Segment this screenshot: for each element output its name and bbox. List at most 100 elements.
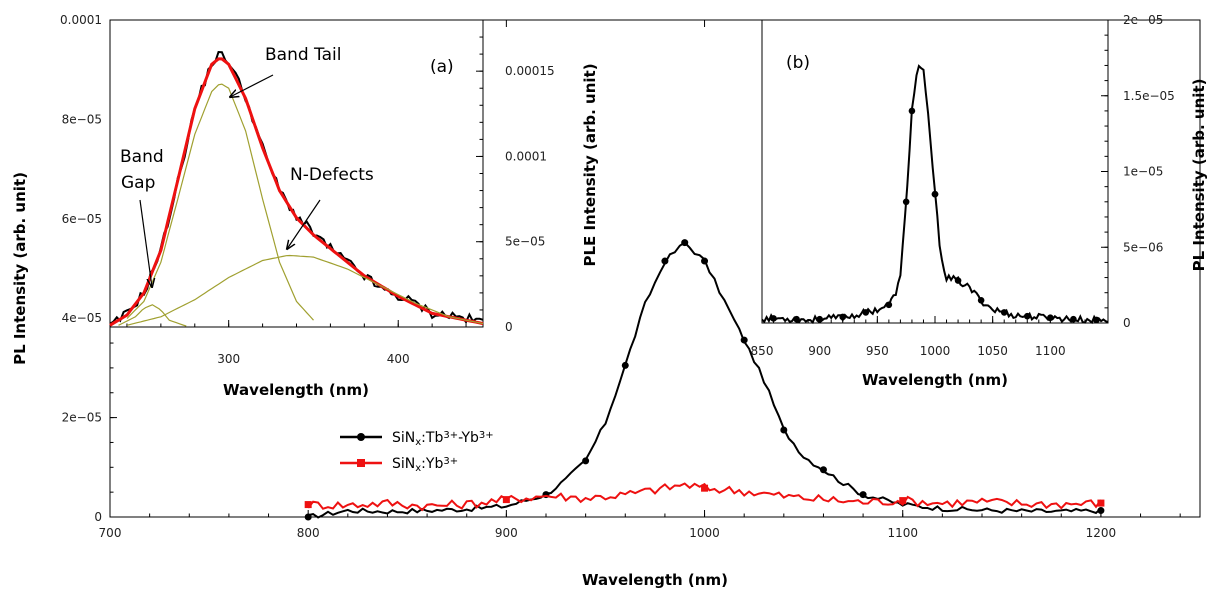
inset-b-series-marker [902, 198, 910, 206]
legend-text-part: -Yb [458, 430, 479, 446]
main-x-tick-label: 1000 [689, 526, 720, 540]
inset-b-series-marker [816, 315, 823, 323]
main-series-marker [304, 501, 312, 509]
main-series-marker [502, 496, 510, 504]
main-x-tick-label: 1100 [887, 526, 918, 540]
inset-a-y-tick-label: 0.00015 [505, 64, 555, 78]
legend-text-part: x [415, 437, 421, 448]
main-x-tick-label: 700 [99, 526, 122, 540]
inset-b-series-marker [1070, 315, 1077, 323]
inset-b-x-tick-label: 1000 [920, 344, 951, 358]
inset-b-x-tick-label: 1100 [1035, 344, 1066, 358]
main-x-tick-label: 900 [495, 526, 518, 540]
inset-b-series-marker [839, 313, 847, 321]
inset-b-series-marker [1093, 316, 1100, 324]
inset-b-series-marker [1047, 314, 1054, 321]
legend-text-part: 3+ [479, 430, 494, 441]
main-series-marker [819, 466, 827, 474]
main-series-marker [740, 336, 748, 344]
main-legend: SiNx:Tb3+-Yb3+SiNx:Yb3+ [340, 430, 494, 474]
inset-b-y-tick-label: 1.5e−05 [1123, 89, 1175, 103]
inset-b-series-marker [793, 315, 800, 323]
inset-a-y-tick-label: 0.0001 [505, 149, 547, 163]
legend-swatch-marker [357, 433, 365, 441]
inset-a-y-tick-label: 0 [505, 320, 513, 334]
legend-entry-label: SiNx:Yb3+ [392, 456, 458, 474]
inset-a-x-tick-label: 300 [217, 352, 240, 366]
inset-a-series-line [126, 83, 314, 321]
inset-a-y-axis-label: PLE Intensity (arb. unit) [581, 63, 599, 266]
inset-a-series-line [118, 304, 187, 327]
annotation-band-gap-line1: Band [120, 147, 164, 167]
inset-a-y-tick-label: 5e−05 [505, 235, 545, 249]
inset-b-series-marker [1000, 309, 1008, 316]
inset-a-series-line [109, 57, 484, 327]
legend-text-part: :Tb [421, 430, 443, 446]
main-plot: 700 800 900 1000 1100 1200 0 2e−05 4e−05 6e−05 8e−… [11, 13, 1201, 589]
inset-a-plot: 300 400 0 5e−05 0.0001 0.00015 Wavelength (nm)… [109, 19, 599, 399]
legend-text-part: SiN [392, 456, 415, 472]
main-series-marker [1097, 507, 1105, 515]
inset-b-x-tick-label: 850 [751, 344, 774, 358]
annotation-band-gap-line2: Gap [121, 173, 155, 193]
main-y-tick-label: 0 [94, 510, 102, 524]
main-series-line [307, 482, 1102, 512]
main-x-tick-label: 800 [297, 526, 320, 540]
main-series-marker [780, 426, 788, 434]
inset-b-x-tick-label: 1050 [977, 344, 1008, 358]
legend-text-part: x [415, 463, 421, 474]
inset-b-panel-label: (b) [786, 53, 810, 73]
legend-entry-label: SiNx:Tb3+-Yb3+ [392, 430, 494, 448]
main-series-marker [304, 513, 312, 521]
inset-a-panel-label: (a) [430, 57, 454, 77]
legend-text-part: SiN [392, 430, 415, 446]
inset-b-y-tick-label: 1e−05 [1123, 165, 1163, 179]
main-series-marker [899, 497, 907, 505]
inset-b-y-tick-label: 5e−06 [1123, 240, 1163, 254]
main-y-tick-label: 0.0001 [60, 13, 102, 27]
main-series-marker [661, 257, 669, 265]
inset-a-x-tick-label: 400 [387, 352, 410, 366]
inset-b-x-tick-label: 900 [808, 344, 831, 358]
inset-b-series-marker [977, 296, 985, 304]
annotation-n-defects: N-Defects [290, 165, 374, 185]
inset-b-x-tick-label: 950 [866, 344, 889, 358]
inset-a-frame [109, 19, 484, 328]
legend-text-part: 3+ [443, 456, 458, 467]
main-y-axis-label: PL Intensity (arb. unit) [11, 172, 29, 365]
main-y-tick-label: 8e−05 [62, 112, 102, 126]
main-y-tick-label: 2e−05 [62, 411, 102, 425]
inset-b-series-marker [770, 315, 777, 322]
inset-b-series-marker [931, 190, 939, 198]
inset-b-y-axis-label: PL Intensity (arb. unit) [1190, 79, 1208, 272]
legend-text-part: :Yb [421, 456, 443, 472]
band-tail-arrow [230, 74, 274, 97]
inset-b-frame [761, 19, 1109, 324]
inset-b-series-marker [954, 277, 962, 284]
main-series-marker [621, 361, 629, 369]
main-y-tick-label: 4e−05 [62, 311, 102, 325]
legend-text-part: 3+ [443, 430, 458, 441]
inset-b-series-marker [1023, 312, 1031, 320]
inset-b-x-axis-label: Wavelength (nm) [862, 371, 1008, 389]
main-series-marker [859, 491, 867, 499]
inset-b-series-marker [885, 301, 893, 309]
inset-b-y-tick-label: 0 [1123, 316, 1131, 330]
main-series-marker [681, 239, 689, 247]
main-series-marker [701, 257, 709, 265]
inset-b-y-tick-label: 2e−05 [1123, 13, 1163, 27]
inset-a-x-axis-label: Wavelength (nm) [223, 381, 369, 399]
main-x-axis-label: Wavelength (nm) [582, 571, 728, 589]
band-gap-arrow [139, 199, 152, 287]
legend-swatch-marker [357, 459, 365, 467]
inset-b-series-marker [862, 309, 870, 316]
main-series-marker [701, 484, 709, 492]
main-x-tick-label: 1200 [1086, 526, 1117, 540]
inset-b-plot: 850 900 950 1000 1050 1100 0 5e−06 1e−05 1.5e−05 2… [751, 13, 1208, 389]
inset-a-series-line [126, 254, 484, 326]
n-defects-arrow [287, 199, 321, 249]
inset-b-series-marker [908, 107, 916, 115]
main-y-tick-label: 6e−05 [62, 212, 102, 226]
main-series-marker [1097, 499, 1105, 507]
